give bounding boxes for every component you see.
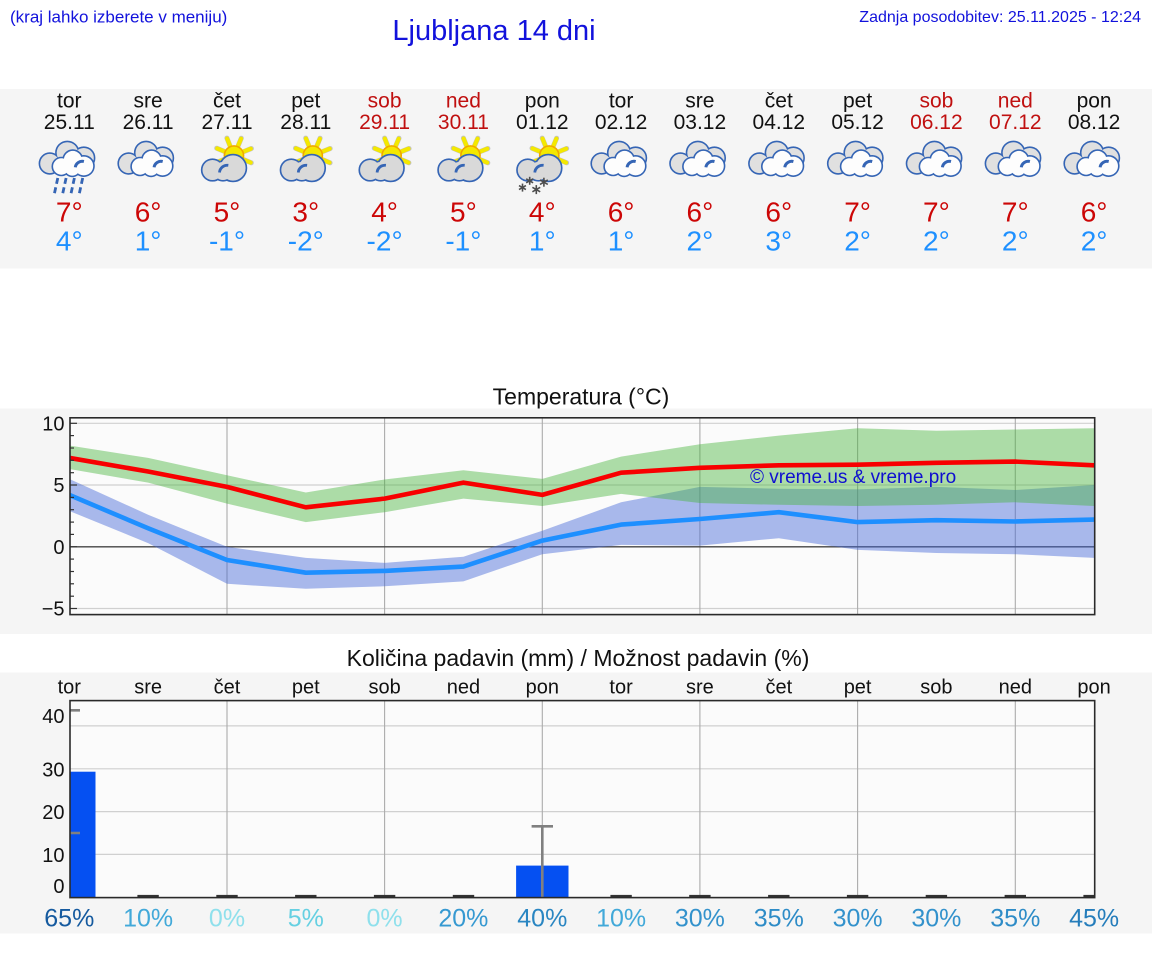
svg-text:pet: pet	[291, 89, 320, 112]
svg-text:04.12: 04.12	[753, 111, 806, 134]
svg-text:pet: pet	[844, 677, 872, 699]
svg-text:30%: 30%	[675, 905, 725, 933]
svg-text:30.11: 30.11	[438, 111, 489, 134]
svg-text:pon: pon	[1077, 677, 1110, 699]
svg-text:20%: 20%	[438, 905, 488, 933]
svg-text:2°: 2°	[1002, 225, 1029, 256]
svg-text:1°: 1°	[529, 225, 556, 256]
svg-text:6°: 6°	[1081, 197, 1108, 228]
svg-text:3°: 3°	[765, 225, 792, 256]
svg-text:3°: 3°	[292, 197, 319, 228]
svg-text:-2°: -2°	[288, 225, 324, 256]
svg-text:65%: 65%	[44, 905, 94, 933]
svg-text:5%: 5%	[288, 905, 324, 933]
svg-text:10: 10	[42, 845, 64, 867]
svg-text:2°: 2°	[687, 225, 714, 256]
svg-text:35%: 35%	[990, 905, 1040, 933]
svg-text:1°: 1°	[135, 225, 162, 256]
svg-text:20: 20	[42, 802, 64, 824]
svg-text:sre: sre	[685, 89, 714, 112]
svg-text:30%: 30%	[911, 905, 961, 933]
svg-text:-2°: -2°	[367, 225, 403, 256]
svg-text:Količina padavin (mm) / Možnos: Količina padavin (mm) / Možnost padavin …	[347, 645, 810, 671]
svg-text:0: 0	[53, 876, 64, 898]
svg-text:30: 30	[42, 760, 64, 782]
svg-text:Temperatura (°C): Temperatura (°C)	[493, 383, 670, 409]
svg-text:45%: 45%	[1069, 905, 1119, 933]
svg-text:7°: 7°	[923, 197, 950, 228]
svg-text:05.12: 05.12	[831, 111, 884, 134]
svg-text:tor: tor	[57, 89, 82, 112]
svg-text:2°: 2°	[844, 225, 871, 256]
svg-text:-1°: -1°	[445, 225, 481, 256]
svg-text:Ljubljana 14 dni: Ljubljana 14 dni	[392, 15, 595, 47]
svg-text:7°: 7°	[1002, 197, 1029, 228]
svg-text:sob: sob	[368, 89, 402, 112]
svg-text:4°: 4°	[371, 197, 398, 228]
svg-text:6°: 6°	[135, 197, 162, 228]
svg-text:6°: 6°	[608, 197, 635, 228]
svg-text:sre: sre	[134, 89, 163, 112]
svg-text:5°: 5°	[450, 197, 477, 228]
svg-text:ned: ned	[999, 677, 1032, 699]
svg-text:sob: sob	[919, 89, 953, 112]
svg-text:pet: pet	[292, 677, 320, 699]
svg-text:tor: tor	[58, 677, 82, 699]
svg-text:tor: tor	[609, 89, 634, 112]
svg-text:28.11: 28.11	[280, 111, 331, 134]
svg-text:35%: 35%	[754, 905, 804, 933]
svg-text:© vreme.us & vreme.pro: © vreme.us & vreme.pro	[750, 467, 956, 488]
svg-text:08.12: 08.12	[1068, 111, 1121, 134]
svg-text:25.11: 25.11	[44, 111, 95, 134]
svg-text:10%: 10%	[123, 905, 173, 933]
svg-text:03.12: 03.12	[674, 111, 727, 134]
svg-text:5°: 5°	[214, 197, 241, 228]
svg-text:ned: ned	[446, 89, 481, 112]
svg-text:40%: 40%	[517, 905, 567, 933]
svg-text:(kraj lahko izberete v meniju): (kraj lahko izberete v meniju)	[10, 7, 227, 26]
svg-text:sre: sre	[686, 677, 714, 699]
svg-text:27.11: 27.11	[202, 111, 253, 134]
svg-text:ned: ned	[447, 677, 480, 699]
svg-text:26.11: 26.11	[123, 111, 174, 134]
svg-text:−5: −5	[42, 599, 65, 621]
svg-text:tor: tor	[609, 677, 633, 699]
svg-text:pet: pet	[843, 89, 872, 112]
svg-text:pon: pon	[526, 677, 559, 699]
svg-text:1°: 1°	[608, 225, 635, 256]
svg-text:ned: ned	[998, 89, 1033, 112]
svg-text:0%: 0%	[209, 905, 245, 933]
svg-text:sre: sre	[134, 677, 162, 699]
svg-text:6°: 6°	[687, 197, 714, 228]
svg-text:5: 5	[53, 475, 64, 497]
svg-text:40: 40	[42, 706, 64, 728]
svg-text:sob: sob	[368, 677, 400, 699]
svg-text:pon: pon	[1077, 89, 1112, 112]
svg-text:4°: 4°	[529, 197, 556, 228]
svg-text:01.12: 01.12	[516, 111, 569, 134]
svg-text:06.12: 06.12	[910, 111, 963, 134]
svg-text:10: 10	[42, 413, 64, 435]
svg-text:čet: čet	[765, 89, 793, 112]
svg-text:Zadnja posodobitev: 25.11.2025: Zadnja posodobitev: 25.11.2025 - 12:24	[859, 9, 1141, 26]
svg-text:0: 0	[53, 537, 64, 559]
svg-text:2°: 2°	[923, 225, 950, 256]
svg-text:10%: 10%	[596, 905, 646, 933]
svg-text:29.11: 29.11	[359, 111, 410, 134]
svg-text:čet: čet	[214, 677, 241, 699]
svg-text:07.12: 07.12	[989, 111, 1042, 134]
svg-text:30%: 30%	[833, 905, 883, 933]
svg-text:7°: 7°	[844, 197, 871, 228]
svg-text:02.12: 02.12	[595, 111, 648, 134]
svg-text:pon: pon	[525, 89, 560, 112]
svg-text:-1°: -1°	[209, 225, 245, 256]
svg-text:2°: 2°	[1081, 225, 1108, 256]
svg-text:6°: 6°	[765, 197, 792, 228]
svg-text:čet: čet	[213, 89, 241, 112]
svg-text:4°: 4°	[56, 225, 83, 256]
svg-text:sob: sob	[920, 677, 952, 699]
svg-text:7°: 7°	[56, 197, 83, 228]
svg-text:0%: 0%	[367, 905, 403, 933]
svg-text:čet: čet	[765, 677, 792, 699]
